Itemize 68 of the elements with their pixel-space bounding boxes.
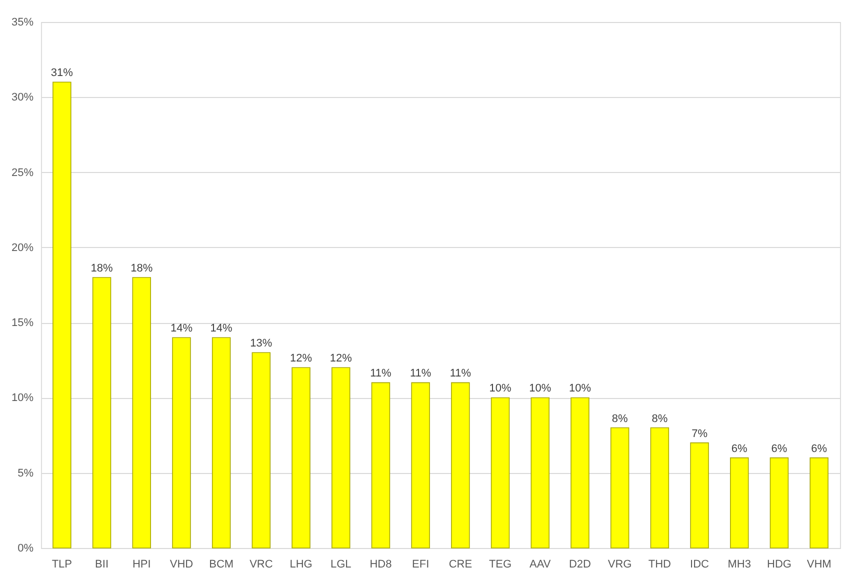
bar <box>332 367 350 548</box>
bar <box>530 397 550 548</box>
x-tick-label: IDC <box>690 558 710 570</box>
data-label: 6% <box>771 442 788 455</box>
data-label: 8% <box>612 412 628 425</box>
data-label: 10% <box>489 382 512 395</box>
x-tick-label: THD <box>648 558 672 570</box>
x-tick-label: BII <box>95 558 108 570</box>
x-tick-label: CRE <box>448 558 472 570</box>
x-tick-label: D2D <box>568 558 592 570</box>
bar <box>570 397 590 548</box>
bar <box>411 382 430 548</box>
y-tick-label: 10% <box>11 392 34 404</box>
bar <box>292 367 310 548</box>
bar <box>371 382 390 548</box>
data-label: 31% <box>50 67 74 80</box>
bar <box>132 277 151 548</box>
x-tick-label: HPI <box>132 558 151 570</box>
x-tick-label: HD8 <box>370 558 392 570</box>
x-tick-label: LGL <box>330 558 352 570</box>
bar <box>490 397 510 548</box>
bar <box>810 457 828 548</box>
bar <box>610 427 630 548</box>
data-label: 11% <box>410 368 432 380</box>
y-tick-label: 30% <box>11 92 34 104</box>
bar <box>92 277 112 548</box>
bar <box>690 442 709 548</box>
x-tick-label: VRG <box>608 558 632 570</box>
y-tick-label: 5% <box>18 467 34 480</box>
x-tick-label: MH3 <box>728 558 751 570</box>
data-label: 12% <box>290 352 312 365</box>
x-tick-label: EFI <box>412 558 430 570</box>
x-tick-label: TLP <box>52 558 72 570</box>
data-label: 11% <box>370 368 392 380</box>
x-tick-label: TEG <box>488 558 512 570</box>
data-label: 11% <box>450 368 472 380</box>
bar <box>730 457 749 548</box>
bar <box>650 427 670 548</box>
data-label: 18% <box>130 262 153 274</box>
data-label: 13% <box>250 338 272 350</box>
data-label: 8% <box>652 412 668 425</box>
data-label: 10% <box>529 382 552 395</box>
data-label: 6% <box>731 442 748 455</box>
data-label: 10% <box>568 382 592 395</box>
bar <box>252 352 271 548</box>
data-label: 6% <box>811 442 828 455</box>
y-tick-label: 20% <box>11 242 34 254</box>
x-tick-label: AAV <box>530 558 552 570</box>
bar <box>52 82 72 548</box>
y-tick-label: 0% <box>18 542 34 554</box>
data-label: 14% <box>210 322 233 335</box>
y-tick-label: 35% <box>11 16 34 28</box>
x-tick-label: VRC <box>250 558 273 570</box>
y-tick-label: 15% <box>11 317 34 330</box>
bar <box>770 457 789 548</box>
bar <box>451 382 470 548</box>
bar <box>212 337 231 548</box>
data-label: 14% <box>170 322 193 335</box>
y-tick-label: 25% <box>11 166 34 179</box>
data-label: 12% <box>330 352 352 365</box>
x-tick-label: VHM <box>806 558 832 570</box>
data-label: 18% <box>90 262 113 274</box>
x-tick-label: BCM <box>209 558 234 570</box>
x-tick-label: HDG <box>767 558 792 570</box>
data-label: 7% <box>692 428 708 440</box>
x-tick-label: VHD <box>170 558 194 570</box>
x-tick-label: LHG <box>290 558 312 570</box>
bar <box>172 337 191 548</box>
